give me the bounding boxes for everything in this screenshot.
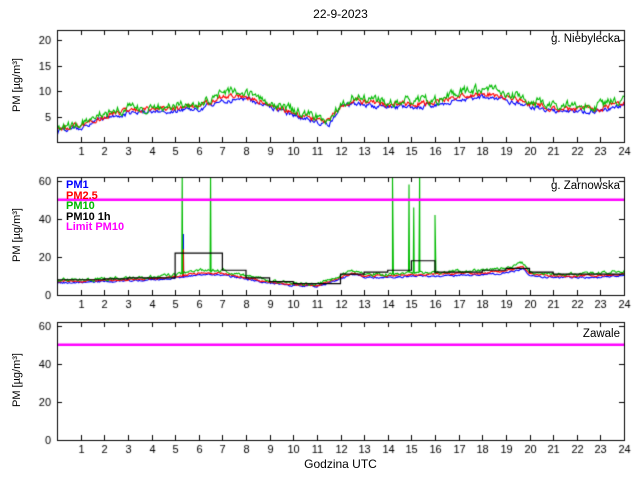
legend-entry: Limit PM10 [66, 221, 125, 233]
legend-entry: PM10 [66, 200, 95, 212]
legend-entry: PM1 [66, 179, 89, 191]
station-label-niebylecka: g. Niebylecka [550, 33, 620, 45]
station-label-zawale: Zawale [582, 328, 620, 340]
legend-entry: PM2.5 [66, 189, 98, 202]
station-label-zarnowska: g. Zarnowska [550, 180, 620, 192]
y-axis-label-top: PM [µg/m³] [11, 58, 23, 113]
y-axis-label-bottom: PM [µg/m³] [11, 353, 23, 408]
y-axis-label-middle: PM [µg/m³] [11, 208, 23, 263]
figure-title: 22-9-2023 [313, 7, 368, 21]
legend: PM1 PM2.5 PM10 PM10 1h Limit PM10 [66, 180, 124, 233]
legend-entry: PM10 1h [66, 210, 111, 223]
x-axis-label: Godzina UTC [304, 457, 377, 471]
